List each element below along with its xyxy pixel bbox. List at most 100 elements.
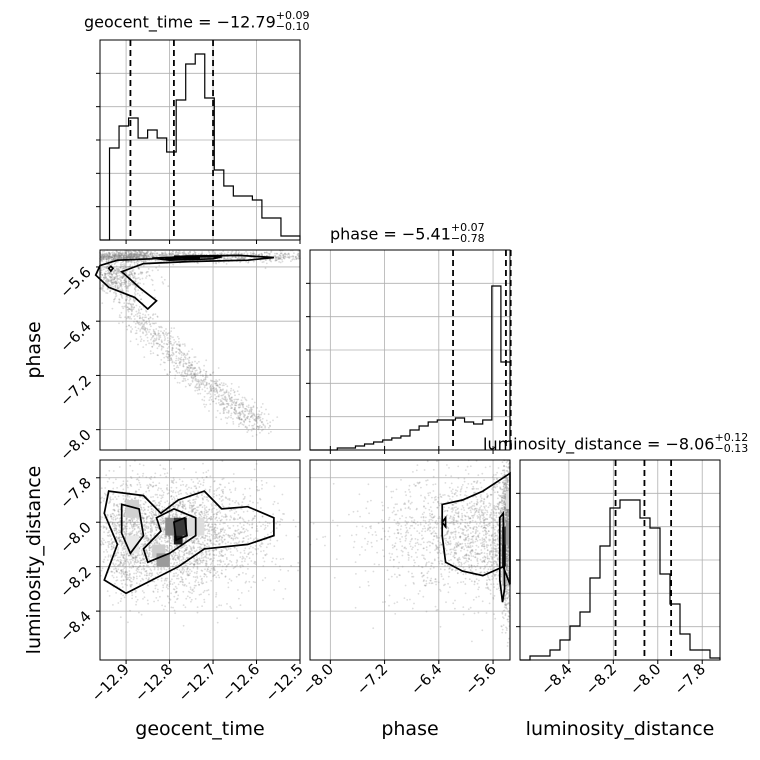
sample-point [175,370,178,372]
sample-point [182,365,185,368]
sample-point [125,325,128,328]
sample-point [268,522,271,525]
sample-point [149,323,152,325]
sample-point [166,484,169,487]
sample-point [172,263,175,266]
sample-point [155,266,158,269]
sample-point [188,356,191,359]
sample-point [130,253,133,256]
sample-point [118,286,121,289]
sample-point [110,275,112,278]
sample-point [146,251,149,254]
sample-point [246,510,249,513]
sample-point [169,582,172,585]
sample-point [150,546,153,549]
sample-point [227,393,230,395]
sample-point [148,574,151,576]
sample-point [183,252,186,254]
sample-point [241,501,244,504]
sample-point [278,509,281,512]
sample-point [278,258,280,261]
sample-point [249,420,251,423]
sample-point [124,263,127,265]
sample-point [170,354,173,356]
sample-point [166,356,169,358]
sample-point [166,545,168,547]
sample-point [204,390,207,392]
sample-point [161,281,164,283]
sample-point [171,349,174,352]
sample-point [240,402,243,404]
sample-point [188,359,190,362]
sample-point [186,352,189,355]
sample-point [145,251,148,254]
sample-point [266,533,269,536]
sample-point [130,326,132,328]
sample-point [135,304,138,307]
sample-point [160,349,163,351]
sample-point [152,252,155,255]
sample-point [231,404,234,406]
sample-point [244,487,247,490]
sample-point [122,267,125,270]
sample-point [184,369,187,371]
sample-point [184,356,187,359]
sample-point [113,529,116,532]
sample-point [145,271,148,273]
sample-point [147,268,150,270]
sample-point [133,252,136,255]
sample-point [230,561,233,563]
sample-point [200,578,203,581]
sample-point [126,287,129,290]
sample-point [134,278,137,280]
sample-point [100,269,103,272]
sample-point [278,257,280,260]
sample-point [108,540,111,543]
sample-point [146,336,149,339]
sample-point [191,380,194,383]
sample-point [253,538,255,541]
sample-point [264,520,267,523]
sample-point [161,604,164,607]
sample-point [166,373,169,376]
sample-point [102,257,105,259]
sample-point [190,383,192,385]
sample-point [236,398,239,401]
sample-point [100,269,103,271]
scatter-geocent-time-vs-phase-contour-3 [107,265,115,273]
sample-point [119,600,122,603]
sample-point [110,273,113,276]
sample-point [121,582,123,585]
sample-point [265,262,268,265]
sample-point [242,524,245,527]
sample-point [158,260,161,262]
sample-point [198,504,201,507]
sample-point [255,413,258,416]
sample-point [144,314,147,316]
sample-point [255,418,258,421]
sample-point [140,543,143,546]
sample-point [101,274,104,276]
sample-point [152,340,155,343]
sample-point [139,278,142,281]
sample-point [179,350,181,352]
sample-point [184,379,187,382]
sample-point [142,331,144,334]
sample-point [249,495,252,497]
sample-point [164,338,167,340]
sample-point [145,254,148,257]
sample-point [178,252,181,254]
sample-point [152,313,155,315]
sample-point [100,540,103,542]
sample-point [208,382,211,385]
sample-point [210,383,213,386]
sample-point [196,563,199,565]
sample-point [127,274,130,277]
sample-point [105,257,108,260]
sample-point [141,271,144,274]
sample-point [139,486,142,488]
sample-point [230,387,233,390]
sample-point [240,256,243,259]
sample-point [297,535,300,538]
sample-point [121,251,124,254]
